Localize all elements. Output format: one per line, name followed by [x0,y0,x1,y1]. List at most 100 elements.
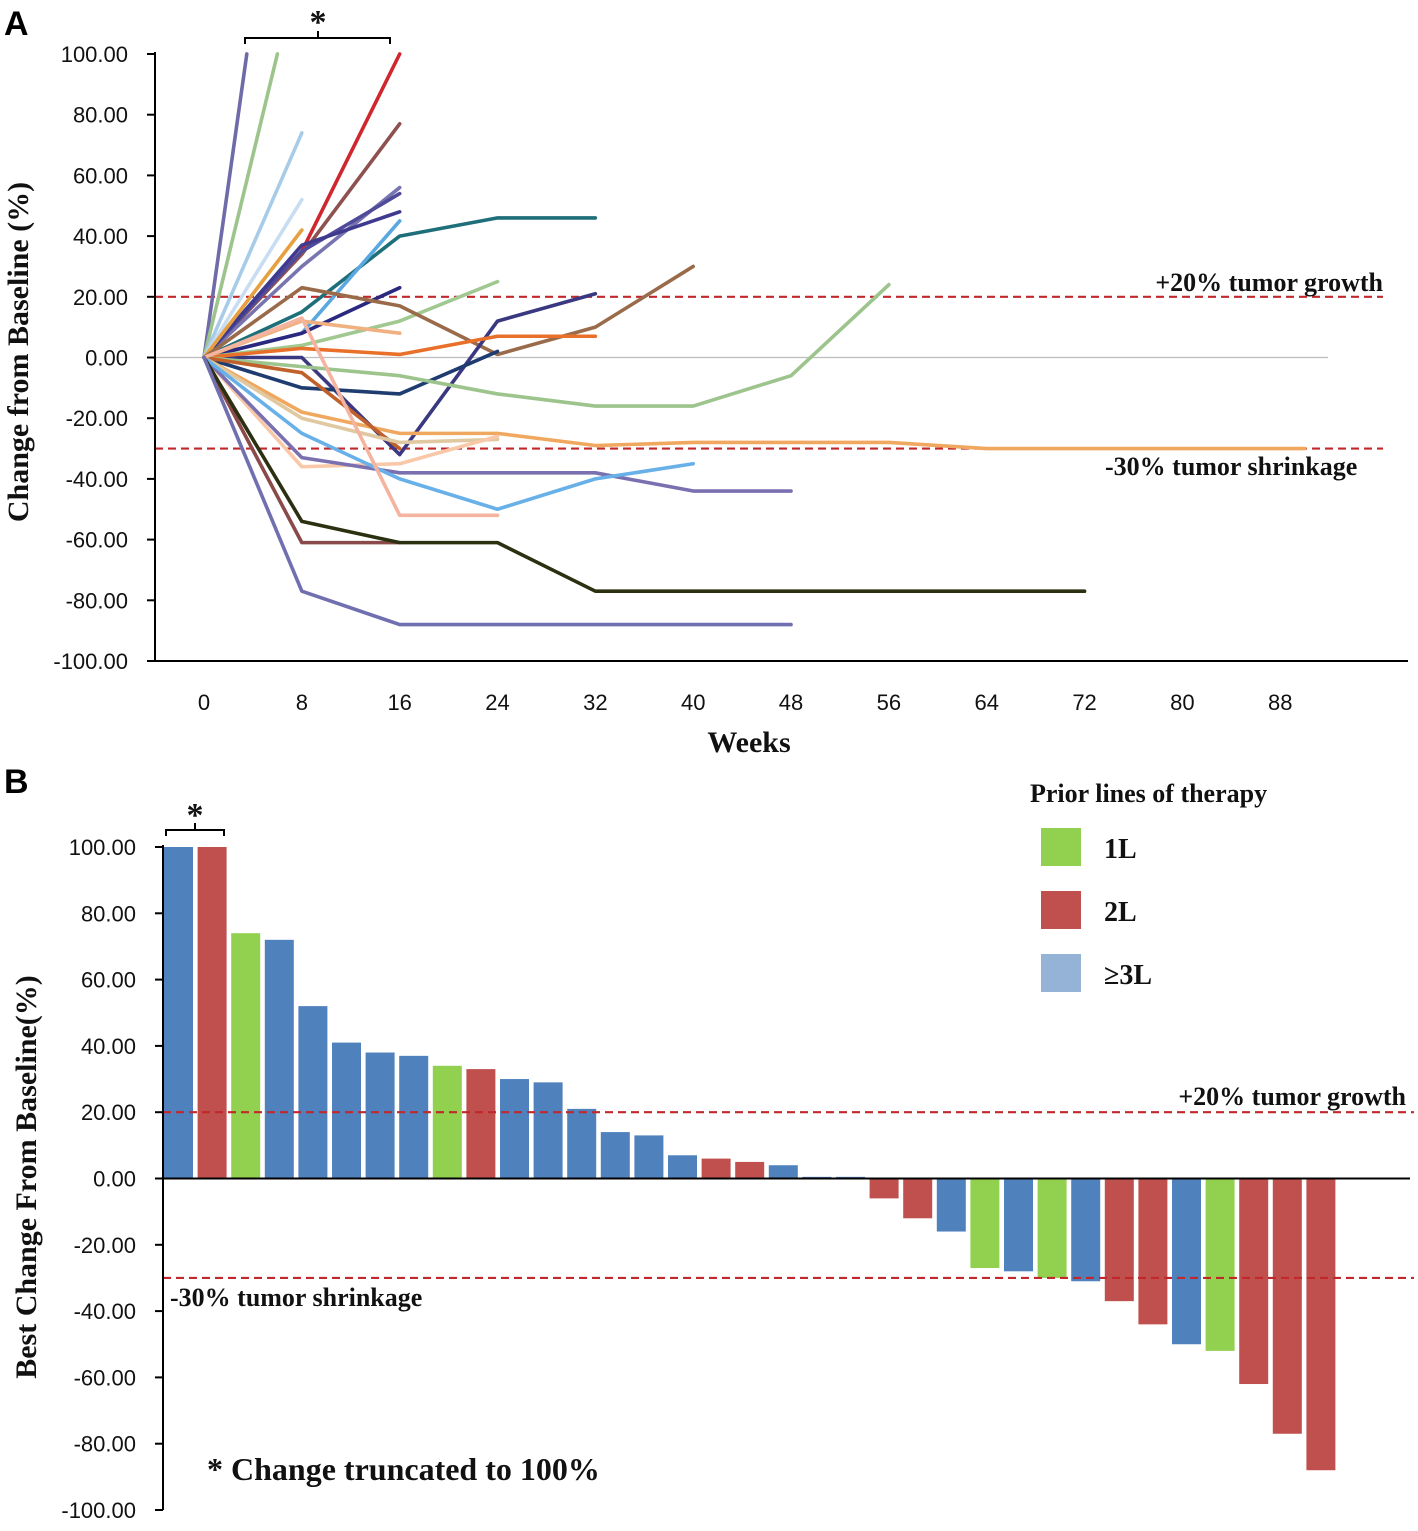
bar-30 [1138,1178,1168,1325]
bar-35 [1306,1178,1336,1471]
y-tick-label: -20.00 [66,406,128,431]
x-tick-label: 56 [877,690,901,715]
panel-a-x-axis-title: Weeks [707,726,790,759]
series-line-16 [202,291,598,457]
y-tick-label: -80.00 [66,588,128,613]
bar-14 [600,1132,630,1179]
bar-25 [970,1178,1000,1269]
x-tick-label: 88 [1268,690,1292,715]
series-line-17 [202,334,598,360]
bar-13 [567,1108,597,1179]
bar-34 [1272,1178,1302,1434]
bar-17 [701,1158,731,1179]
panel-b-y-axis-title: Best Change From Baseline(%) [10,975,43,1379]
x-tick-label: 0 [198,690,210,715]
y-tick-label: -100.00 [61,1498,136,1523]
bar-26 [1004,1178,1033,1272]
bar-22 [869,1178,899,1199]
x-tick-label: 32 [583,690,607,715]
bar-8 [399,1055,429,1179]
bar-24 [936,1178,966,1232]
panel-a-asterisk: * [310,4,327,41]
y-tick-label: 0.00 [85,346,128,371]
y-tick-label: 40.00 [73,224,128,249]
y-tick-label: -100.00 [53,649,128,674]
bar-4 [264,939,294,1179]
y-tick-label: 60.00 [81,968,136,993]
series-line-26 [202,355,696,512]
bar-7 [365,1052,395,1179]
series-line-1 [202,52,249,360]
series-line-2 [202,52,280,360]
x-tick-label: 8 [296,690,308,715]
y-tick-label: -80.00 [74,1432,136,1457]
panel-a-plot: 100.00 80.00 60.00 40.00 20.00 0.00 -20.00 -40.… [53,42,1383,715]
panel-b-shrinkage-label: -30% tumor shrinkage [170,1283,422,1312]
series-line-22 [202,355,402,451]
bar-18 [735,1161,765,1179]
y-tick-label: -60.00 [66,528,128,553]
panel-b-growth-label: +20% tumor growth [1178,1082,1406,1111]
series-line-28 [202,355,402,545]
y-tick-label: 60.00 [73,163,128,188]
bar-6 [332,1042,361,1179]
panel-b-plot: 100.00 80.00 60.00 40.00 20.00 0.00 -20.00 -40.… [61,835,1414,1523]
bar-3 [231,933,261,1179]
y-tick-label: 100.00 [61,42,128,67]
series-line-4 [202,131,304,360]
legend-swatch-3 [1041,954,1081,992]
x-tick-label: 72 [1072,690,1096,715]
legend: 1L 2L ≥3L [1041,828,1152,992]
series-line-13 [202,285,402,360]
legend-label-1: 1L [1104,834,1137,865]
legend-swatch-1 [1041,828,1081,866]
y-tick-label: -20.00 [74,1233,136,1258]
bar-16 [668,1155,697,1179]
bar-9 [432,1065,462,1179]
bar-31 [1172,1178,1201,1345]
series-line-30 [202,355,793,627]
series-line-23 [202,355,500,445]
y-tick-label: 0.00 [93,1167,136,1192]
series-line-15 [202,264,696,360]
series-line-27 [202,316,500,518]
y-tick-label: 20.00 [81,1100,136,1125]
bar-10 [466,1069,496,1179]
bar-15 [634,1135,664,1179]
panel-a-y-axis-title: Change from Baseline (%) [2,182,35,522]
series-line-20 [202,282,891,408]
footnote: * Change truncated to 100% [207,1451,600,1487]
bar-2 [197,847,227,1179]
x-tick-label: 48 [779,690,803,715]
panel-a-growth-label: +20% tumor growth [1155,268,1383,297]
panel-b-asterisk: * [187,797,204,834]
bar-12 [533,1082,563,1179]
legend-swatch-2 [1041,891,1081,929]
series-line-8 [202,197,304,360]
bar-1 [164,847,193,1179]
panel-b-label: B [4,763,29,801]
bar-33 [1239,1178,1269,1385]
series-line-12 [202,228,304,360]
bar-32 [1205,1178,1235,1351]
series-line-19 [202,349,500,396]
y-tick-label: 80.00 [81,901,136,926]
bar-29 [1104,1178,1134,1302]
y-tick-label: 100.00 [69,835,136,860]
x-tick-label: 80 [1170,690,1194,715]
series-line-21 [202,355,1307,451]
bar-28 [1071,1178,1101,1282]
series-line-25 [202,355,793,493]
x-tick-label: 24 [485,690,509,715]
legend-title: Prior lines of therapy [1030,779,1267,808]
series-line-10 [202,216,598,360]
bar-23 [903,1178,933,1219]
y-tick-label: -40.00 [74,1299,136,1324]
bar-19 [768,1165,798,1179]
x-tick-label: 64 [974,690,998,715]
y-tick-label: -40.00 [66,467,128,492]
bar-27 [1037,1178,1067,1278]
panel-a-shrinkage-label: -30% tumor shrinkage [1105,452,1357,481]
series-line-9 [202,210,402,360]
